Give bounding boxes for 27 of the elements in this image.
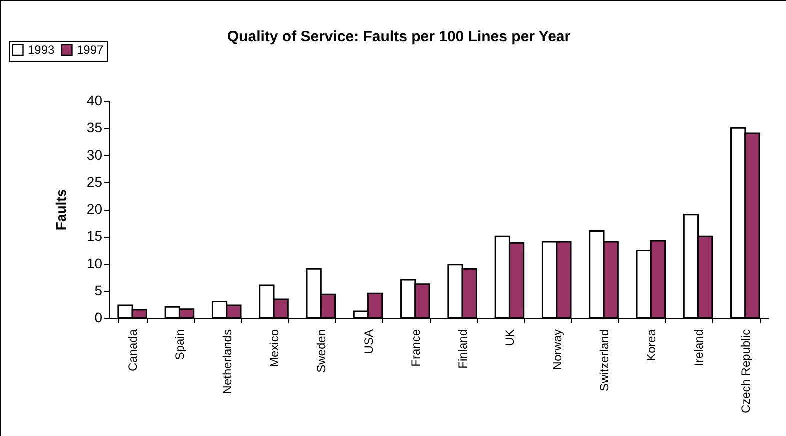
y-axis-title: Faults: [52, 189, 69, 231]
x-tick-label: Switzerland: [598, 330, 612, 392]
x-tick-label: Canada: [126, 329, 140, 372]
y-tick-label: 15: [86, 228, 103, 244]
y-tick-label: 0: [94, 310, 103, 326]
x-tick-label: UK: [503, 330, 518, 346]
y-tick-label: 5: [94, 282, 103, 298]
x-tick-label: Spain: [173, 330, 188, 360]
y-tick-label: 40: [86, 92, 103, 108]
y-tick-label: 35: [86, 120, 103, 136]
x-tick-label: Sweden: [314, 330, 329, 373]
x-tick-label: Czech Republic: [738, 330, 753, 414]
y-tick-label: 10: [86, 255, 103, 272]
x-tick-label: Finland: [456, 330, 470, 369]
legend-label: 1997: [77, 43, 104, 58]
x-tick-label: USA: [362, 330, 376, 354]
legend-label: 1993: [28, 43, 56, 58]
x-tick-label: Norway: [550, 330, 564, 370]
y-tick-label: 20: [86, 201, 103, 217]
x-tick-label: Ireland: [692, 330, 706, 366]
y-tick-label: 25: [86, 174, 103, 190]
x-tick-label: Netherlands: [220, 330, 234, 394]
y-tick-label: 30: [86, 146, 103, 163]
x-tick-label: France: [408, 329, 423, 367]
chart-title: Quality of Service: Faults per 100 Lines per Year: [227, 28, 571, 46]
x-tick-label: Mexico: [268, 329, 282, 368]
x-tick-label: Korea: [644, 329, 659, 362]
